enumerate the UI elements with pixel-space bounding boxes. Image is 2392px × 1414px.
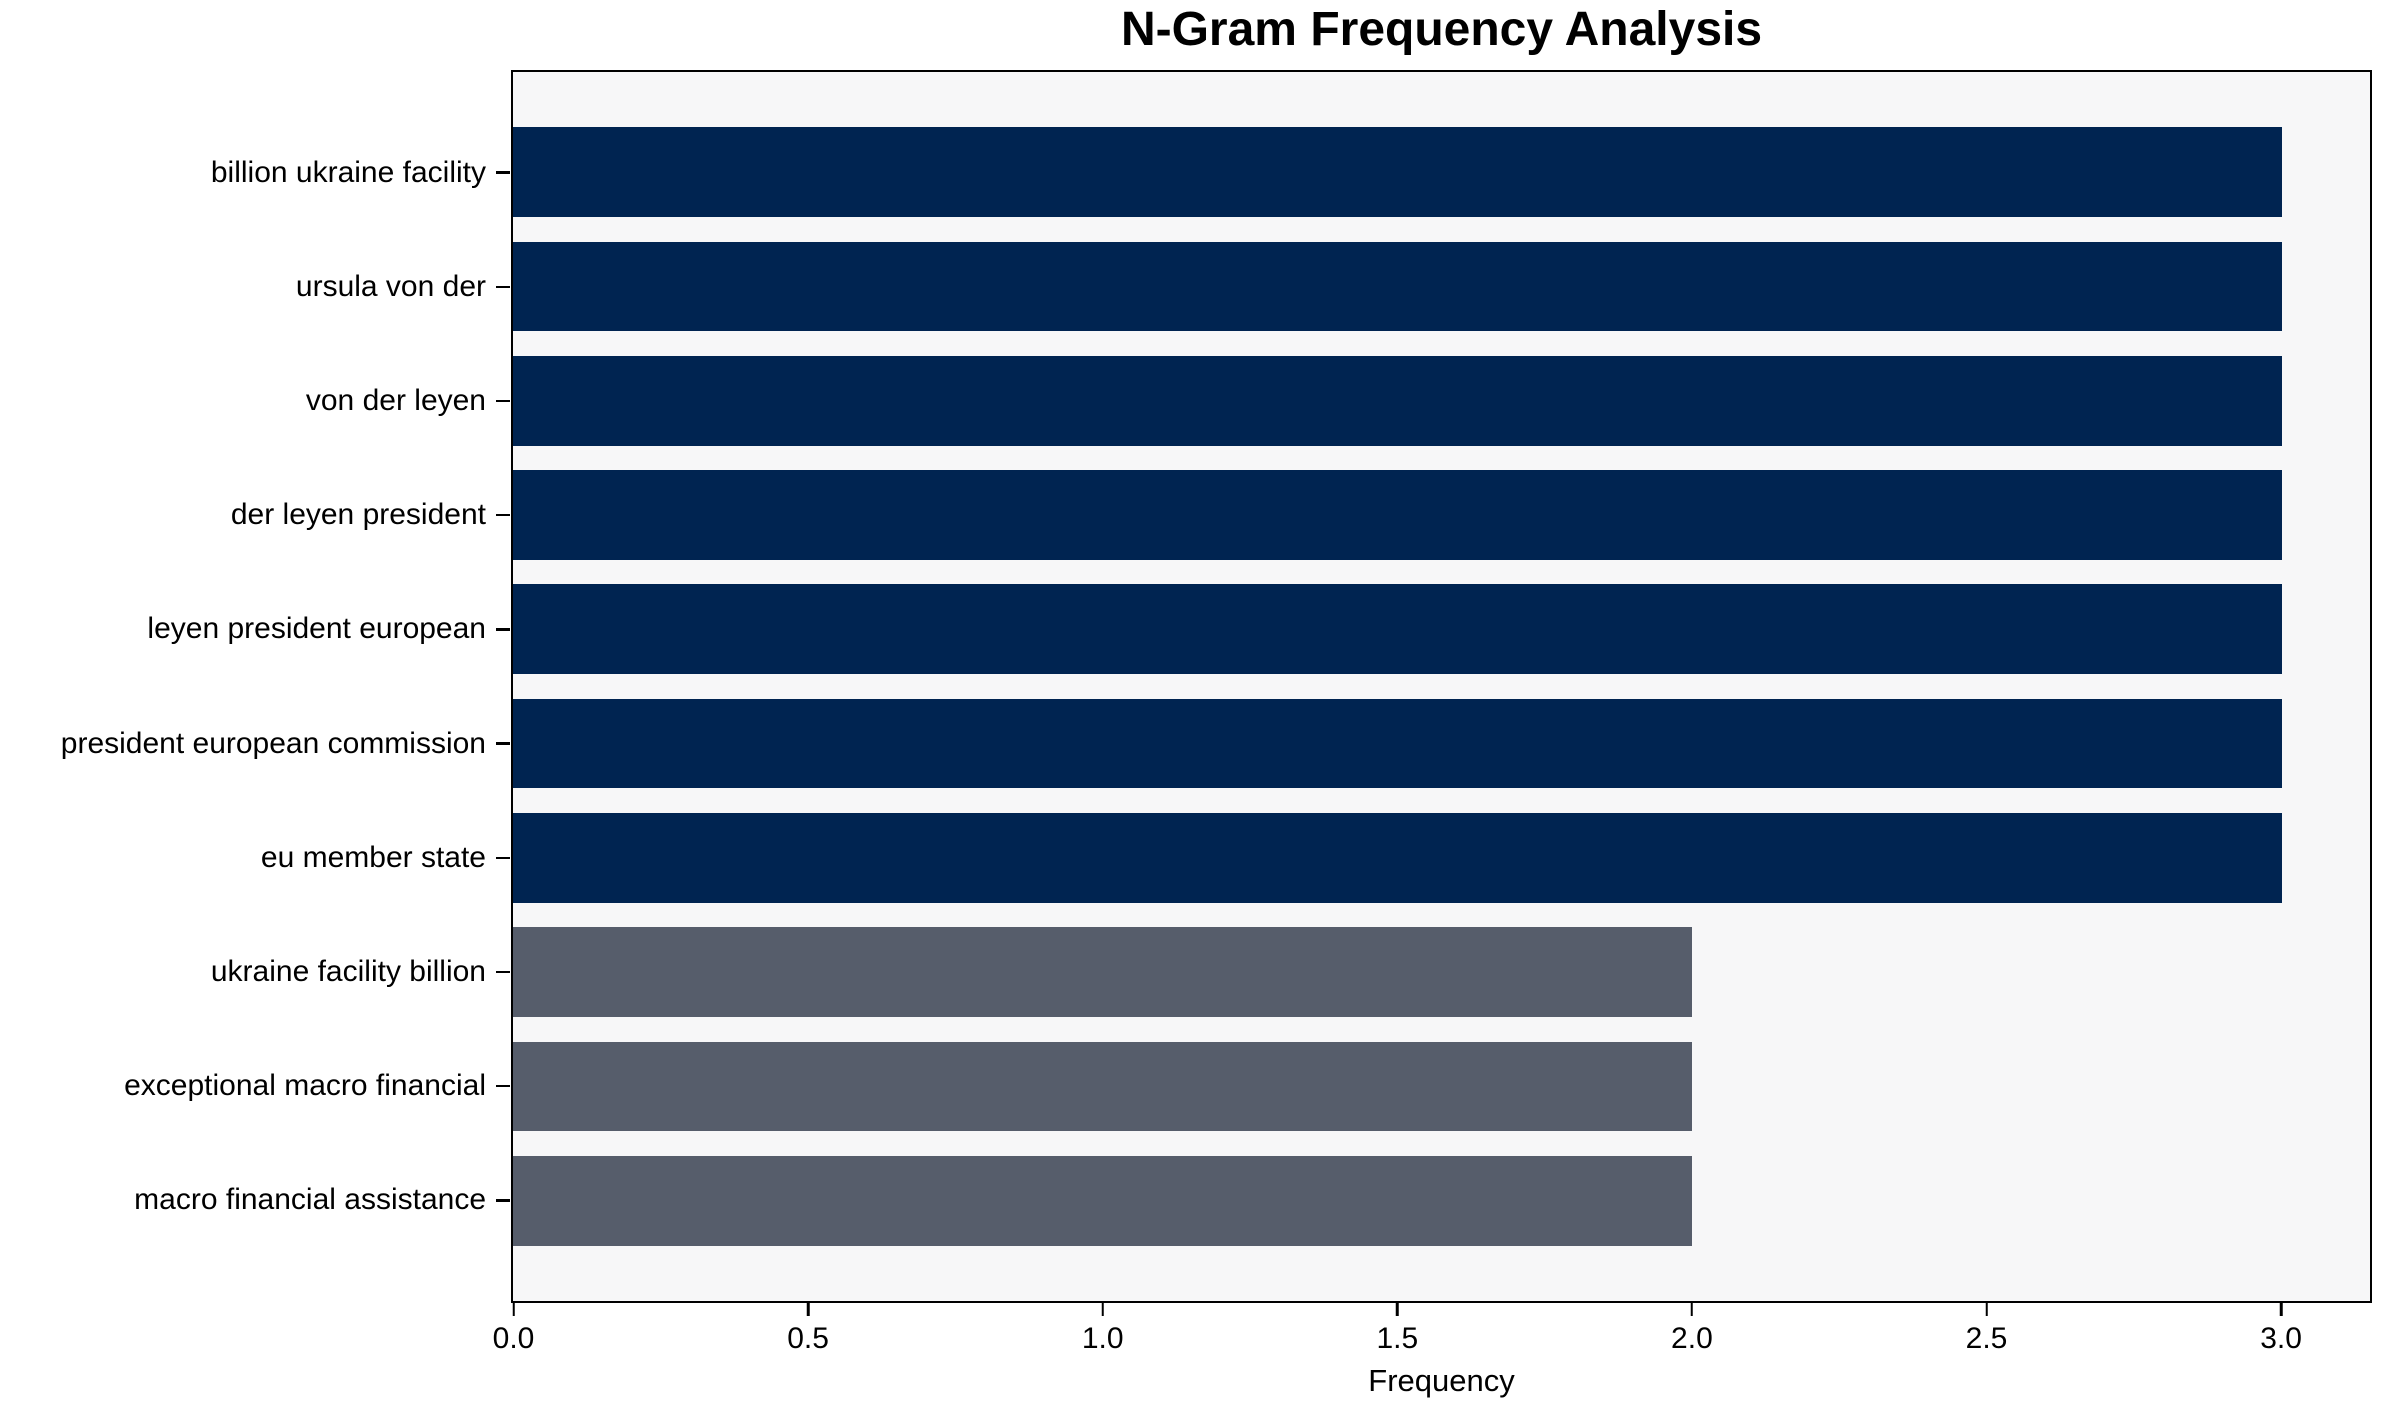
y-tick-mark [496, 285, 510, 289]
y-tick-label: billion ukraine facility [210, 155, 486, 189]
y-tick-label: eu member state [260, 840, 486, 874]
y-tick-row [496, 801, 510, 915]
x-tick-label: 1.5 [1376, 1322, 1419, 1355]
bar [513, 127, 2282, 217]
y-tick-mark [496, 1199, 510, 1202]
y-label-row: der leyen president [0, 458, 486, 572]
y-tick-label: leyen president european [147, 612, 486, 646]
bar [513, 241, 2282, 332]
y-axis-labels: billion ukraine facility ursula von der vo… [0, 73, 486, 1301]
y-label-row: billion ukraine facility [0, 116, 486, 230]
y-tick-row [496, 458, 510, 572]
bar-row [513, 801, 2370, 915]
x-tick-mark [512, 1303, 515, 1316]
bar [513, 1155, 1693, 1246]
bars-container [513, 72, 2370, 1301]
x-tick-mark [1101, 1303, 1104, 1316]
bar [513, 813, 2282, 903]
bar-row [513, 115, 2370, 229]
bar [513, 1041, 1693, 1132]
bar [513, 584, 2282, 675]
y-tick-row [496, 230, 510, 344]
chart-title: N-Gram Frequency Analysis [1120, 3, 1763, 56]
y-tick-mark [496, 628, 510, 631]
x-tick-label: 2.0 [1671, 1322, 1713, 1355]
x-tick-label: 0.5 [787, 1322, 829, 1355]
bar-row [513, 1144, 2370, 1258]
y-tick-label: president european commission [60, 726, 486, 760]
y-tick-mark [496, 513, 510, 517]
x-tick-mark [806, 1303, 810, 1316]
bar [513, 927, 1693, 1018]
y-label-row: ursula von der [0, 230, 486, 344]
y-tick-row [496, 572, 510, 686]
y-label-row: von der leyen [0, 344, 486, 458]
bar-row [513, 458, 2370, 572]
y-tick-row [496, 687, 510, 801]
y-tick-row [496, 915, 510, 1029]
y-tick-mark [496, 856, 510, 860]
x-tick-mark [1690, 1303, 1694, 1316]
y-tick-mark [496, 171, 510, 174]
x-axis-label: Frequency [1368, 1363, 1515, 1398]
y-tick-label: exceptional macro financial [124, 1069, 486, 1103]
y-tick-label: ukraine facility billion [210, 955, 486, 989]
y-tick-label: ursula von der [295, 269, 486, 303]
y-label-row: eu member state [0, 801, 486, 915]
y-label-row: exceptional macro financial [0, 1029, 486, 1143]
y-tick-row [496, 116, 510, 230]
y-tick-label: macro financial assistance [134, 1183, 486, 1217]
y-tick-row [496, 344, 510, 458]
bar-row [513, 572, 2370, 686]
x-axis: 0.0 0.5 1.0 1.5 2.0 2.5 3.0 [493, 1303, 2370, 1413]
y-tick-mark [496, 742, 510, 745]
x-tick-mark [1985, 1303, 1988, 1316]
y-tick-mark [496, 1084, 510, 1088]
y-tick-label: der leyen president [230, 498, 486, 532]
y-tick-mark [496, 970, 510, 974]
bar [513, 355, 2282, 446]
y-tick-row [496, 1143, 510, 1257]
y-tick-row [496, 1029, 510, 1143]
bar-row [513, 686, 2370, 800]
bar-row [513, 915, 2370, 1029]
bar [513, 470, 2282, 560]
y-label-row: ukraine facility billion [0, 915, 486, 1029]
bar-row [513, 344, 2370, 458]
y-label-row: leyen president european [0, 572, 486, 686]
x-tick-label: 2.5 [1965, 1322, 2008, 1355]
bar [513, 698, 2282, 789]
plot-area [511, 70, 2372, 1303]
y-tick-label: von der leyen [305, 384, 486, 417]
y-axis-tick-marks [496, 73, 510, 1301]
bar-row [513, 1029, 2370, 1143]
x-tick-mark [2279, 1303, 2283, 1316]
bar-row [513, 229, 2370, 343]
y-tick-mark [496, 399, 510, 403]
y-label-row: macro financial assistance [0, 1143, 486, 1257]
x-tick-label: 3.0 [2260, 1322, 2302, 1355]
x-tick-label: 0.0 [492, 1322, 535, 1355]
y-label-row: president european commission [0, 687, 486, 801]
x-tick-label: 1.0 [1081, 1322, 1124, 1355]
x-tick-mark [1396, 1303, 1399, 1316]
